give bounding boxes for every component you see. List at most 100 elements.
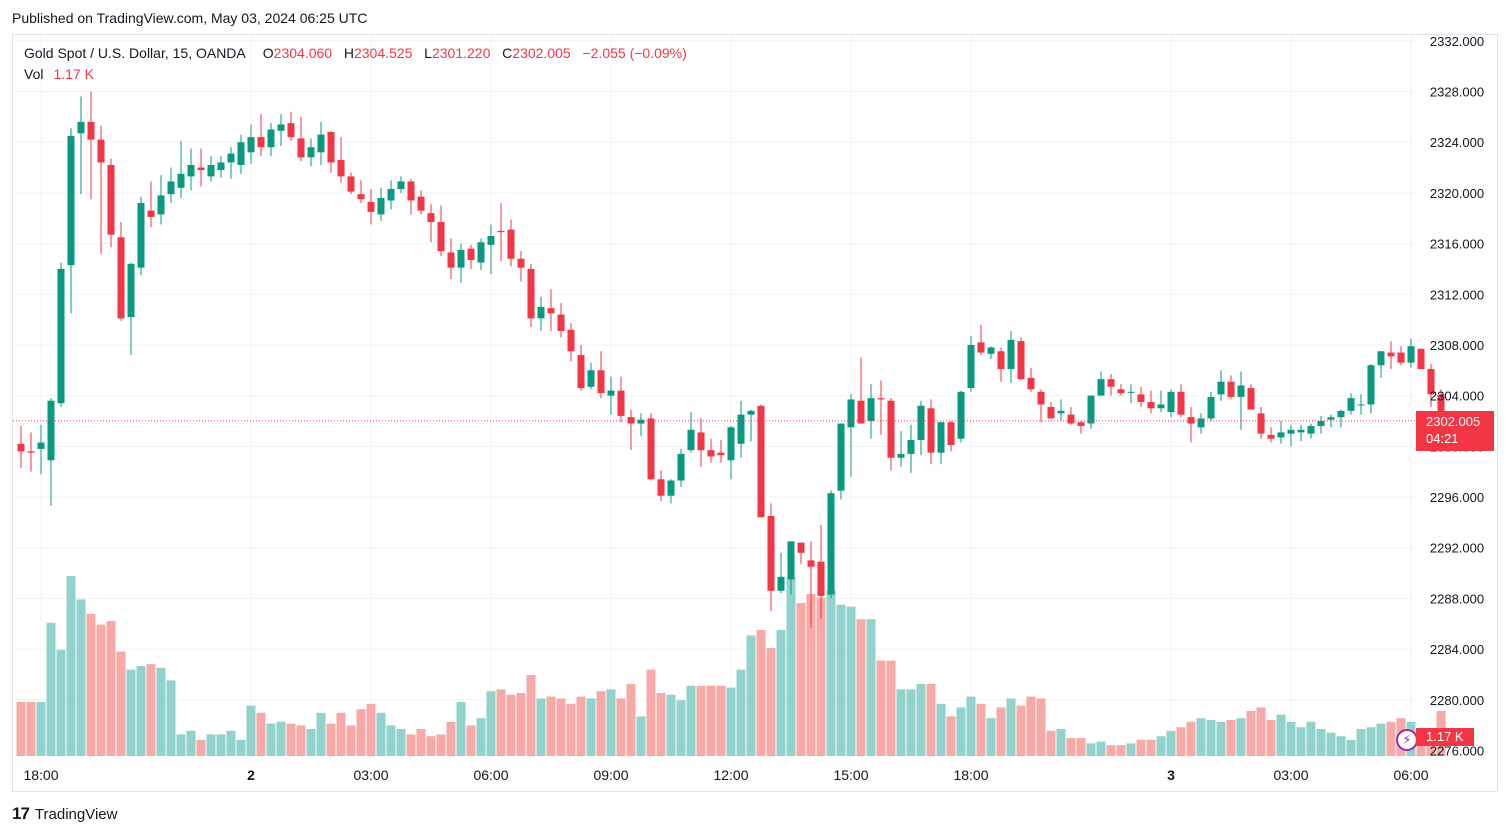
candle <box>417 190 425 215</box>
volume-bar <box>706 685 716 756</box>
volume-bar <box>866 619 876 756</box>
volume-bar <box>36 702 46 756</box>
candle <box>1057 399 1065 421</box>
volume-label[interactable]: Vol <box>24 66 44 82</box>
candle <box>1207 391 1215 421</box>
volume-bar <box>956 707 966 756</box>
candle <box>307 138 315 167</box>
volume-bar <box>786 577 796 756</box>
candle <box>827 490 835 599</box>
candle <box>767 503 775 612</box>
candle-body <box>1277 432 1285 438</box>
candle-body <box>1317 420 1325 427</box>
candle-body <box>1177 391 1185 415</box>
candle-body <box>467 248 475 261</box>
candle-body <box>407 181 415 201</box>
volume-bar <box>686 685 696 756</box>
candle-body <box>477 242 485 263</box>
candle <box>137 196 145 276</box>
candle-body <box>567 329 575 352</box>
candle-body <box>597 370 605 394</box>
volume-bar <box>856 619 866 756</box>
candle <box>437 205 445 257</box>
candle <box>377 187 385 221</box>
candle <box>397 176 405 193</box>
candle <box>347 172 355 195</box>
candle <box>1177 384 1185 418</box>
candle <box>617 376 625 423</box>
candle <box>297 116 305 162</box>
volume-bar <box>486 691 496 756</box>
volume-bar <box>1036 698 1046 756</box>
volume-bar <box>106 621 116 756</box>
volume-bar <box>1306 721 1316 756</box>
volume-bar <box>676 700 686 756</box>
candle <box>707 438 715 463</box>
volume-bar <box>16 702 26 756</box>
price-tick-label: 2308.000 <box>1430 338 1484 353</box>
price-tick-label: 2320.000 <box>1430 186 1484 201</box>
volume-bar <box>1266 720 1276 756</box>
candle-body <box>1337 410 1345 418</box>
candle-body <box>397 181 405 190</box>
volume-bar <box>916 684 926 756</box>
candle <box>117 222 125 321</box>
volume-bar <box>26 702 36 756</box>
candle-body <box>1237 385 1245 397</box>
symbol-name[interactable]: Gold Spot / U.S. Dollar, 15, OANDA <box>24 45 245 61</box>
volume-bar <box>1376 723 1386 756</box>
candle-body <box>387 189 395 201</box>
candle-body <box>647 418 655 480</box>
candle-body <box>187 164 195 177</box>
volume-bar <box>426 736 436 756</box>
candle <box>357 180 365 204</box>
volume-bar <box>276 721 286 756</box>
tradingview-logo[interactable]: 17 TradingView <box>12 804 117 824</box>
time-axis[interactable]: 18:00 2 03:00 06:00 09:00 12:00 15:00 18:00 3 03:… <box>23 767 1428 783</box>
candle <box>517 251 525 282</box>
candle-body <box>207 164 215 177</box>
volume-bar <box>1386 721 1396 756</box>
volume-bar <box>936 703 946 756</box>
candle <box>1197 413 1205 434</box>
candle <box>147 181 155 228</box>
candle <box>727 426 735 480</box>
candle <box>1157 390 1165 413</box>
candle-body <box>1377 351 1385 366</box>
candle-body <box>1147 401 1155 409</box>
candle-body <box>47 400 55 461</box>
volume-bar <box>1326 732 1336 756</box>
candle-body <box>877 398 885 400</box>
volume-bar <box>96 624 106 756</box>
volume-bar <box>216 734 226 756</box>
volume-bar <box>846 606 856 756</box>
volume-bar <box>1296 727 1306 756</box>
volume-bar <box>86 613 96 756</box>
price-tick-label: 2296.000 <box>1430 490 1484 505</box>
candle-body <box>1117 389 1125 394</box>
candle-body <box>1297 429 1305 433</box>
candle <box>1087 395 1095 429</box>
price-tick-label: 2332.000 <box>1430 34 1484 49</box>
candle <box>1347 393 1355 415</box>
candle-body <box>1397 352 1405 363</box>
lightning-icon[interactable]: ⚡ <box>1396 729 1418 751</box>
volume-bar <box>126 669 136 756</box>
volume-bar <box>1246 711 1256 756</box>
volume-bar <box>1316 729 1326 756</box>
candle-body <box>1227 381 1235 397</box>
volume-bars <box>16 576 1446 756</box>
candle-body <box>1247 388 1255 410</box>
candle <box>587 362 595 390</box>
candle-body <box>1327 417 1335 420</box>
volume-bar <box>1066 738 1076 756</box>
time-tick-label: 2 <box>247 767 255 783</box>
price-axis[interactable]: 2276.000 2280.000 2284.000 2288.000 2292.000… <box>1430 34 1484 759</box>
close-value: 2302.005 <box>512 45 571 61</box>
volume-bar <box>626 684 636 756</box>
candle <box>877 380 885 435</box>
candle-body <box>667 480 675 496</box>
candle <box>917 400 925 456</box>
candle <box>27 432 35 472</box>
